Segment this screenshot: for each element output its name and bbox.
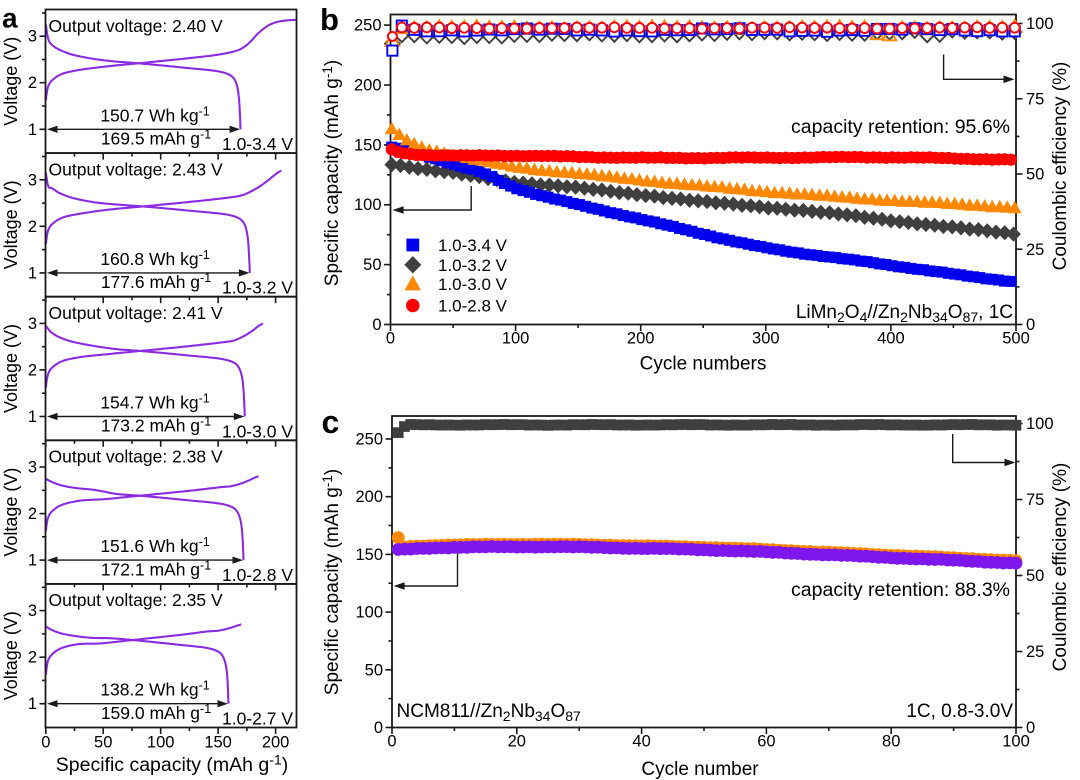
- svg-text:NCM811//Zn2Nb34O87: NCM811//Zn2Nb34O87: [397, 701, 582, 724]
- svg-text:Voltage (V): Voltage (V): [1, 324, 21, 413]
- svg-text:Output voltage: 2.41 V: Output voltage: 2.41 V: [49, 303, 223, 323]
- svg-text:1: 1: [28, 264, 37, 282]
- svg-text:2: 2: [28, 649, 37, 667]
- svg-text:138.2 Wh kg-1: 138.2 Wh kg-1: [100, 679, 209, 700]
- svg-text:3: 3: [28, 28, 37, 46]
- svg-text:Coulombic efficiency (%): Coulombic efficiency (%): [1050, 463, 1071, 672]
- svg-text:200: 200: [627, 330, 655, 348]
- svg-text:0: 0: [1026, 719, 1035, 737]
- svg-text:1: 1: [28, 121, 37, 139]
- svg-text:25: 25: [1026, 241, 1044, 259]
- svg-text:Output voltage: 2.35 V: Output voltage: 2.35 V: [49, 590, 223, 610]
- svg-text:Cycle numbers: Cycle numbers: [640, 354, 767, 375]
- svg-text:50: 50: [94, 734, 112, 752]
- svg-text:169.5 mAh g-1: 169.5 mAh g-1: [101, 128, 211, 149]
- svg-text:LiMn2O4//Zn2Nb34O87, 1C: LiMn2O4//Zn2Nb34O87, 1C: [796, 302, 1013, 325]
- svg-text:2: 2: [28, 505, 37, 523]
- svg-text:1.0-2.8 V: 1.0-2.8 V: [222, 565, 293, 585]
- svg-text:Output voltage: 2.43 V: Output voltage: 2.43 V: [49, 159, 223, 179]
- svg-text:1.0-2.7 V: 1.0-2.7 V: [222, 709, 293, 729]
- svg-text:1.0-3.0 V: 1.0-3.0 V: [438, 275, 508, 294]
- svg-text:1: 1: [28, 695, 37, 713]
- svg-text:100: 100: [354, 196, 382, 214]
- svg-text:177.6 mAh g-1: 177.6 mAh g-1: [101, 271, 211, 292]
- svg-text:Specific capacity (mAh g-1): Specific capacity (mAh g-1): [320, 60, 343, 286]
- svg-text:3: 3: [28, 459, 37, 477]
- svg-text:25: 25: [1026, 643, 1044, 661]
- svg-text:80: 80: [882, 733, 900, 751]
- svg-text:Specific capacity (mAh g-1): Specific capacity (mAh g-1): [320, 469, 343, 695]
- svg-text:150: 150: [355, 546, 383, 564]
- svg-text:Specific capacity (mAh g-1): Specific capacity (mAh g-1): [56, 752, 288, 777]
- svg-text:1: 1: [28, 552, 37, 570]
- svg-text:100: 100: [1002, 733, 1030, 751]
- svg-text:2: 2: [28, 361, 37, 379]
- svg-text:1: 1: [28, 408, 37, 426]
- svg-text:200: 200: [355, 488, 383, 506]
- svg-text:0: 0: [387, 733, 396, 751]
- svg-text:0: 0: [386, 330, 395, 348]
- svg-text:2: 2: [28, 218, 37, 236]
- svg-text:50: 50: [363, 256, 381, 274]
- svg-text:c: c: [322, 404, 340, 440]
- svg-text:250: 250: [355, 431, 383, 449]
- svg-text:200: 200: [262, 734, 290, 752]
- svg-text:0: 0: [1026, 316, 1035, 334]
- svg-text:1.0-3.2 V: 1.0-3.2 V: [222, 278, 293, 298]
- svg-text:75: 75: [1026, 491, 1044, 509]
- svg-text:100: 100: [1026, 415, 1054, 433]
- svg-text:159.0 mAh g-1: 159.0 mAh g-1: [101, 702, 211, 723]
- svg-text:100: 100: [1026, 15, 1054, 33]
- svg-text:100: 100: [355, 604, 383, 622]
- svg-text:capacity retention: 95.6%: capacity retention: 95.6%: [791, 116, 1010, 138]
- svg-text:Voltage (V): Voltage (V): [1, 468, 21, 557]
- svg-text:60: 60: [757, 733, 775, 751]
- svg-text:0: 0: [372, 316, 381, 334]
- svg-text:151.6 Wh kg-1: 151.6 Wh kg-1: [100, 535, 209, 556]
- svg-text:0: 0: [374, 719, 383, 737]
- svg-text:Output voltage: 2.40 V: Output voltage: 2.40 V: [49, 16, 223, 36]
- svg-text:a: a: [2, 3, 18, 34]
- svg-text:3: 3: [28, 171, 37, 189]
- svg-text:500: 500: [1002, 330, 1030, 348]
- svg-text:100: 100: [147, 734, 175, 752]
- svg-text:100: 100: [502, 330, 530, 348]
- svg-text:250: 250: [354, 17, 382, 35]
- svg-text:Voltage (V): Voltage (V): [1, 37, 21, 126]
- svg-text:173.2 mAh g-1: 173.2 mAh g-1: [101, 415, 211, 436]
- svg-text:Output voltage: 2.38 V: Output voltage: 2.38 V: [49, 447, 223, 467]
- svg-text:20: 20: [508, 733, 526, 751]
- svg-text:2: 2: [28, 74, 37, 92]
- svg-text:1.0-3.4 V: 1.0-3.4 V: [222, 134, 293, 154]
- svg-text:154.7 Wh kg-1: 154.7 Wh kg-1: [100, 392, 209, 413]
- svg-text:Voltage (V): Voltage (V): [1, 611, 21, 700]
- svg-text:3: 3: [28, 315, 37, 333]
- svg-text:1.0-2.8 V: 1.0-2.8 V: [438, 297, 508, 316]
- svg-text:172.1 mAh g-1: 172.1 mAh g-1: [101, 558, 211, 579]
- svg-text:50: 50: [1026, 567, 1044, 585]
- svg-text:150: 150: [354, 136, 382, 154]
- svg-text:1.0-3.2 V: 1.0-3.2 V: [438, 256, 508, 275]
- svg-text:Coulombic efficiency (%): Coulombic efficiency (%): [1050, 62, 1071, 271]
- svg-text:50: 50: [365, 661, 383, 679]
- svg-text:3: 3: [28, 602, 37, 620]
- svg-text:300: 300: [752, 330, 780, 348]
- svg-text:150.7 Wh kg-1: 150.7 Wh kg-1: [100, 104, 209, 125]
- svg-text:150: 150: [204, 734, 232, 752]
- svg-text:1.0-3.4 V: 1.0-3.4 V: [438, 236, 508, 255]
- svg-text:160.8 Wh kg-1: 160.8 Wh kg-1: [100, 248, 209, 269]
- svg-text:Voltage (V): Voltage (V): [1, 180, 21, 269]
- svg-text:40: 40: [632, 733, 650, 751]
- svg-text:capacity retention: 88.3%: capacity retention: 88.3%: [791, 579, 1010, 601]
- svg-text:1.0-3.0 V: 1.0-3.0 V: [222, 421, 293, 441]
- svg-text:0: 0: [41, 734, 50, 752]
- svg-text:200: 200: [354, 77, 382, 95]
- svg-text:400: 400: [877, 330, 905, 348]
- svg-text:50: 50: [1026, 166, 1044, 184]
- svg-text:Cycle number: Cycle number: [641, 759, 759, 780]
- svg-text:1C, 0.8-3.0V: 1C, 0.8-3.0V: [906, 701, 1013, 722]
- svg-text:b: b: [320, 2, 339, 37]
- svg-text:75: 75: [1026, 90, 1044, 108]
